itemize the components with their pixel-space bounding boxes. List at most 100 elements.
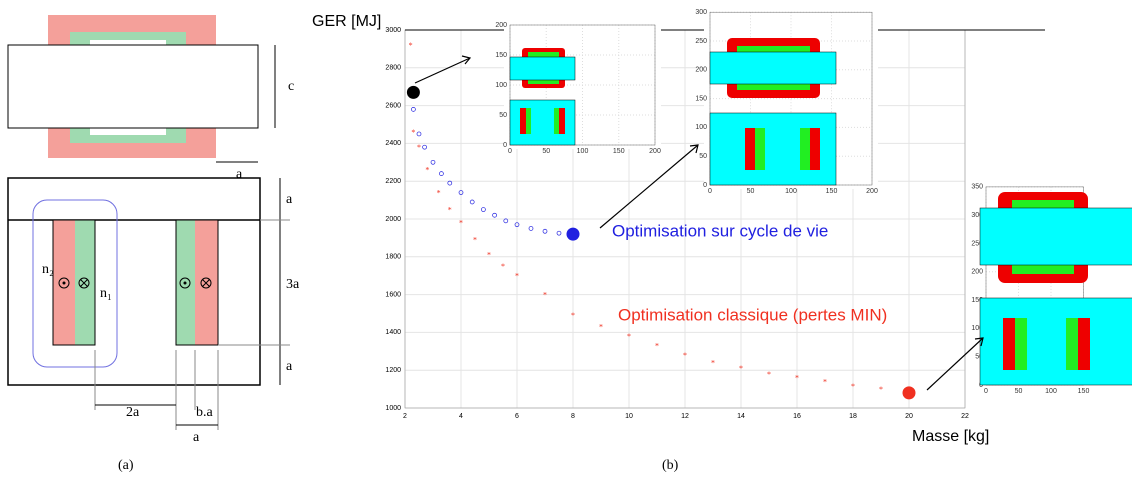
point xyxy=(411,107,416,112)
y-axis-label: GER [MJ] xyxy=(312,13,381,30)
inset-y-tick: 200 xyxy=(695,67,707,74)
x-tick-label: 4 xyxy=(459,413,463,420)
point: * xyxy=(437,188,441,197)
point: * xyxy=(767,370,771,379)
caption: (a) xyxy=(118,458,134,473)
inset-y-tick: 150 xyxy=(971,297,983,304)
inset-y-tick: 0 xyxy=(703,182,707,189)
series-label: Optimisation sur cycle de vie xyxy=(612,221,828,240)
series-label: Optimisation classique (pertes MIN) xyxy=(618,305,887,324)
inset-y-tick: 50 xyxy=(699,153,707,160)
x-tick-label: 8 xyxy=(571,413,575,420)
inset-x-tick: 50 xyxy=(747,188,755,195)
inset-y-tick: 150 xyxy=(495,52,507,59)
y-tick-label: 1000 xyxy=(385,405,401,412)
y-tick-label: 2400 xyxy=(385,140,401,147)
point: * xyxy=(795,374,799,383)
inset-axes xyxy=(509,24,656,146)
point: * xyxy=(851,382,855,391)
inset-x-tick: 0 xyxy=(708,188,712,195)
point: * xyxy=(543,290,547,299)
inset-y-tick: 200 xyxy=(971,269,983,276)
dim-label: 2a xyxy=(126,405,140,420)
x-axis-label: Masse [kg] xyxy=(912,428,989,445)
dim-label: 3a xyxy=(286,277,300,292)
front-view xyxy=(7,177,290,430)
point: * xyxy=(683,351,687,360)
point xyxy=(514,222,520,228)
point xyxy=(481,207,486,212)
inset-y-tick: 100 xyxy=(495,82,507,89)
dim-label: a xyxy=(286,192,293,207)
x-tick-label: 22 xyxy=(961,413,969,420)
point: * xyxy=(739,364,743,373)
inset-y-tick: 100 xyxy=(971,325,983,332)
inset-y-tick: 100 xyxy=(695,124,707,131)
highlight-point xyxy=(902,386,916,400)
point: * xyxy=(515,272,519,281)
point xyxy=(503,218,509,224)
point: * xyxy=(417,143,421,152)
dim-label: c xyxy=(288,79,294,94)
caption: (b) xyxy=(662,458,679,473)
point: * xyxy=(879,385,883,394)
inset-y-tick: 150 xyxy=(695,95,707,102)
point: * xyxy=(823,377,827,386)
point xyxy=(422,144,427,150)
y-tick-label: 1600 xyxy=(385,291,401,298)
inset-x-tick: 200 xyxy=(649,148,661,155)
point: * xyxy=(501,262,505,271)
point xyxy=(492,212,497,218)
x-tick-label: 10 xyxy=(625,413,633,420)
y-tick-label: 2800 xyxy=(385,65,401,72)
highlight-point xyxy=(566,227,580,241)
y-tick-label: 1800 xyxy=(385,254,401,261)
inset-y-tick: 250 xyxy=(971,240,983,247)
inset-y-tick: 300 xyxy=(695,9,707,16)
inset-y-tick: 200 xyxy=(495,22,507,29)
inset-x-tick: 50 xyxy=(1015,388,1023,395)
inset-x-tick: 50 xyxy=(542,148,550,155)
point xyxy=(439,171,444,176)
point: * xyxy=(425,166,429,175)
inset-shapes xyxy=(509,38,1132,386)
point: * xyxy=(411,128,415,137)
inset-y-tick: 0 xyxy=(503,142,507,149)
inset-x-tick: 0 xyxy=(508,148,512,155)
point xyxy=(556,230,562,236)
x-tick-label: 18 xyxy=(849,413,857,420)
y-tick-label: 2600 xyxy=(385,102,401,109)
dim-label: a xyxy=(236,167,243,182)
y-tick-label: 3000 xyxy=(385,27,401,34)
arrows xyxy=(414,55,984,391)
point xyxy=(430,159,436,165)
point: * xyxy=(599,323,603,332)
x-tick-label: 2 xyxy=(403,413,407,420)
y-tick-label: 1400 xyxy=(385,329,401,336)
point: * xyxy=(487,251,491,260)
point: * xyxy=(627,332,631,341)
inset-x-tick: 0 xyxy=(984,388,988,395)
winding-label: n₂ xyxy=(42,262,54,277)
point: * xyxy=(459,219,463,228)
inset-y-tick: 250 xyxy=(695,38,707,45)
inset-y-tick: 0 xyxy=(979,382,983,389)
inset-y-tick: 300 xyxy=(971,212,983,219)
highlight-point xyxy=(406,85,420,99)
y-tick-label: 2200 xyxy=(385,178,401,185)
inset-y-tick: 50 xyxy=(499,112,507,119)
inset-x-tick: 150 xyxy=(1078,388,1090,395)
y-tick-label: 1200 xyxy=(385,367,401,374)
x-tick-label: 16 xyxy=(793,413,801,420)
inset-y-tick: 50 xyxy=(975,354,983,361)
dim-label: a xyxy=(286,359,293,374)
x-tick-label: 14 xyxy=(737,413,745,420)
point: * xyxy=(409,41,413,50)
inset-x-tick: 150 xyxy=(826,188,838,195)
point xyxy=(469,199,475,205)
top-view xyxy=(7,15,276,163)
inset-x-tick: 100 xyxy=(577,148,589,155)
point: * xyxy=(473,236,477,245)
point xyxy=(528,226,534,231)
